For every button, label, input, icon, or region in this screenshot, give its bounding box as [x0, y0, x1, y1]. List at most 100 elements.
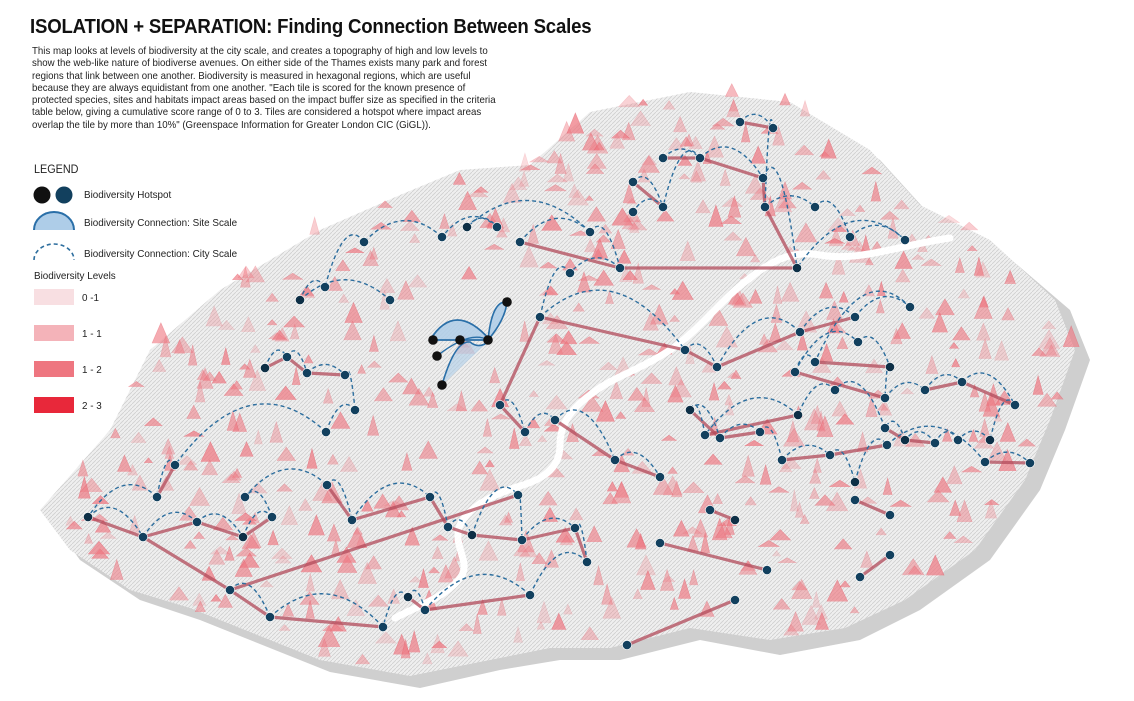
terrain-peak — [562, 162, 575, 182]
terrain-peak — [211, 370, 227, 384]
terrain-peak — [151, 322, 171, 344]
biodiversity-hotspot-node — [777, 455, 787, 465]
terrain-peak — [271, 329, 288, 341]
terrain-peak — [338, 293, 350, 303]
biodiversity-hotspot-node — [905, 302, 915, 312]
city-scale-legend-icon — [33, 243, 75, 261]
terrain-peak — [539, 261, 558, 269]
terrain-peak — [723, 231, 743, 241]
terrain-peak — [265, 292, 279, 302]
terrain-peak — [439, 212, 450, 230]
biodiversity-hotspot-node — [443, 522, 453, 532]
city-scale-connection — [614, 451, 661, 478]
biodiversity-corridor — [715, 330, 802, 369]
biodiversity-hotspot-node — [680, 345, 690, 355]
biodiversity-hotspot-node — [350, 405, 360, 415]
terrain-peak — [606, 480, 618, 492]
biodiversity-hotspot-node — [768, 123, 778, 133]
terrain-peak — [374, 387, 393, 402]
terrain-peak — [274, 555, 292, 564]
biodiversity-corridor — [813, 360, 892, 369]
terrain-peak — [679, 136, 693, 147]
terrain-peak — [931, 311, 948, 333]
biodiversity-hotspot-node — [855, 572, 865, 582]
terrain-peak — [77, 459, 89, 477]
terrain-peak — [531, 552, 547, 565]
biodiversity-corridor — [698, 156, 765, 180]
terrain-peak — [895, 268, 911, 283]
terrain-peak — [953, 535, 973, 544]
terrain-peak — [779, 92, 791, 106]
city-scale-connection — [716, 317, 801, 368]
terrain-peak — [278, 624, 291, 631]
terrain-peak — [601, 582, 613, 605]
terrain-peak — [544, 184, 567, 192]
terrain-peak — [431, 534, 449, 541]
terrain-peak — [280, 505, 299, 526]
terrain-peak — [894, 250, 913, 270]
terrain-peak — [409, 575, 422, 583]
terrain-peak — [875, 527, 887, 536]
biodiversity-hotspot-node — [685, 405, 695, 415]
terrain-peak — [470, 399, 488, 412]
biodiversity-hotspot-node — [755, 427, 765, 437]
biodiversity-corridor — [853, 498, 892, 517]
biodiversity-corridor — [983, 460, 1032, 465]
city-scale-connection — [466, 199, 591, 233]
terrain-peak — [223, 383, 244, 397]
terrain-peak — [221, 473, 241, 484]
terrain-peak — [267, 319, 278, 326]
terrain-peak — [738, 560, 758, 575]
terrain-peak — [169, 586, 189, 601]
level-label-1: 1 - 1 — [82, 328, 102, 340]
terrain-peak — [473, 186, 489, 193]
biodiversity-corridor — [325, 483, 354, 522]
terrain-peak — [387, 588, 400, 604]
terrain-peak — [515, 562, 525, 582]
terrain-peak — [1031, 347, 1047, 357]
terrain-peak — [799, 513, 810, 525]
biodiversity-corridor — [268, 615, 385, 629]
terrain-peak — [312, 481, 333, 502]
terrain-peak — [994, 339, 1009, 361]
terrain-peak — [660, 568, 675, 591]
biodiversity-hotspot-node — [467, 530, 477, 540]
terrain-peak — [999, 421, 1016, 442]
biodiversity-hotspot-node — [628, 207, 638, 217]
biodiversity-hotspot-node — [880, 423, 890, 433]
terrain-peak — [164, 445, 175, 459]
biodiversity-hotspot-node — [850, 312, 860, 322]
biodiversity-hotspot-node — [735, 117, 745, 127]
level-label-0: 0 -1 — [82, 292, 100, 304]
terrain-peak — [407, 274, 428, 288]
terrain-peak — [519, 545, 539, 558]
terrain-peak — [728, 98, 739, 112]
terrain-peak — [951, 357, 961, 368]
terrain-peak — [602, 596, 622, 619]
terrain-peak — [267, 529, 279, 546]
terrain-peak — [212, 516, 234, 531]
biodiversity-corridor — [553, 418, 617, 462]
biodiversity-hotspot-node — [880, 393, 890, 403]
terrain-peak — [375, 631, 397, 644]
terrain-peak — [637, 155, 660, 173]
terrain-peak — [642, 311, 659, 331]
terrain-peak — [388, 372, 409, 383]
terrain-peak — [956, 499, 973, 523]
terrain-peak — [1039, 336, 1061, 358]
terrain-peak — [519, 245, 539, 268]
terrain-peak — [467, 189, 489, 198]
terrain-peak — [814, 494, 836, 506]
terrain-peak — [188, 344, 198, 366]
biodiversity-hotspot-node — [192, 517, 202, 527]
terrain-peak — [504, 511, 514, 523]
terrain-peak — [193, 531, 205, 540]
terrain-peak — [865, 257, 874, 266]
terrain-peak — [946, 465, 963, 485]
terrain-peak — [772, 285, 783, 304]
terrain-peak — [662, 475, 683, 496]
terrain-peak — [712, 117, 735, 127]
terrain-peak — [80, 477, 103, 493]
terrain-peak — [790, 489, 799, 512]
legend-hotspot-label: Biodiversity Hotspot — [84, 189, 172, 201]
